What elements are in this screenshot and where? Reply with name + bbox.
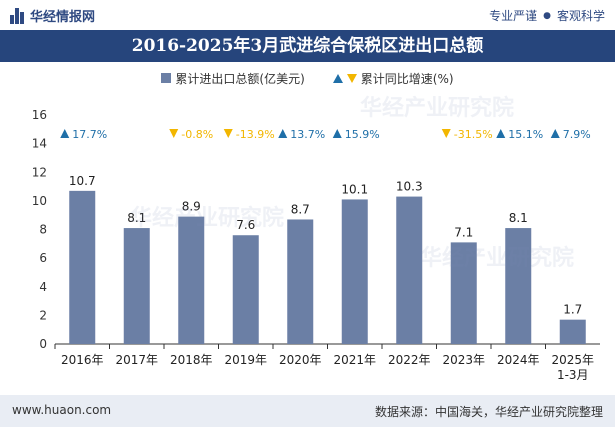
x-tick-label: 2019年 [224,353,267,367]
bar-value-label: 10.3 [396,180,423,194]
bar-value-label: 8.7 [291,202,310,216]
bar-value-label: 7.1 [454,225,473,239]
y-tick-label: 12 [32,165,47,179]
chart-title: 2016-2025年3月武进综合保税区进出口总额 [0,30,615,62]
y-tick-label: 4 [39,280,47,294]
triangle-up-icon [332,73,343,83]
growth-down-marker [223,129,233,138]
slogan-right: 客观科学 [556,9,605,23]
x-tick-label: 2016年 [61,353,104,367]
growth-value-label: -13.9% [236,128,275,141]
growth-value-label: -31.5% [454,128,493,141]
growth-up-marker [60,129,70,138]
growth-up-marker [496,129,506,138]
bar-value-label: 8.1 [509,211,528,225]
bar [341,199,368,344]
x-tick-label: 2023年 [442,353,485,367]
legend: 累计进出口总额(亿美元) 累计同比增速(%) [0,68,615,88]
y-tick-label: 14 [32,137,47,151]
legend-growth-label: 累计同比增速(%) [360,71,454,86]
y-tick-label: 8 [39,223,47,237]
brand: 华经情报网 [10,6,95,25]
growth-down-marker [169,129,179,138]
x-tick-label: 2020年 [279,353,322,367]
bar-chart: 0 2 4 6 8 10 12 14 16 10.7 2016年 17.7% 8.1 2017年 8.9 20… [32,108,600,382]
brand-logo-icon [10,7,24,24]
bar [559,319,586,344]
slogan-dot: ● [543,10,551,21]
bar [450,242,477,344]
y-tick-label: 2 [39,308,47,322]
x-tick-label: 1-3月 [557,368,589,382]
y-tick-label: 0 [39,337,47,351]
growth-value-label: 15.9% [345,128,380,141]
x-tick-label: 2022年 [388,353,431,367]
top-bar: 华经情报网 专业严谨 ● 客观科学 [0,0,615,30]
growth-value-label: 15.1% [508,128,543,141]
footer-source: 数据来源：中国海关，华经产业研究院整理 [374,405,603,419]
bar [69,190,96,344]
growth-value-label: -0.8% [181,128,213,141]
growth-up-marker [332,129,342,138]
bar [287,219,314,344]
brand-name: 华经情报网 [30,10,96,25]
slogan-left: 专业严谨 [489,9,538,23]
bar [178,216,205,344]
footer: www.huaon.com 数据来源：中国海关，华经产业研究院整理 [0,395,615,427]
legend-item-growth: 累计同比增速(%) [332,70,454,87]
x-tick-label: 2025年 [551,353,594,367]
growth-value-label: 7.9% [563,128,591,141]
triangle-down-icon [346,73,357,83]
bar-value-label: 8.1 [127,211,146,225]
x-tick-label: 2017年 [115,353,158,367]
legend-bar-swatch-icon [161,73,172,83]
bar-value-label: 7.6 [236,218,255,232]
x-tick-label: 2021年 [333,353,376,367]
legend-item-bar: 累计进出口总额(亿美元) [161,70,305,87]
bar [232,235,259,344]
y-tick-label: 6 [39,251,47,265]
growth-up-marker [550,129,560,138]
bar-value-label: 1.7 [563,303,582,317]
x-tick-label: 2024年 [497,353,540,367]
legend-bar-label: 累计进出口总额(亿美元) [175,71,305,86]
x-tick-label: 2018年 [170,353,213,367]
growth-value-label: 13.7% [290,128,325,141]
bar [396,196,423,344]
y-tick-label: 10 [32,194,47,208]
bar [123,228,150,344]
slogan: 专业严谨 ● 客观科学 [489,7,605,24]
bar-value-label: 8.9 [182,200,201,214]
bar-value-label: 10.7 [69,174,96,188]
footer-url: www.huaon.com [12,403,112,417]
bar [505,228,532,344]
growth-value-label: 17.7% [72,128,107,141]
y-tick-label: 16 [32,108,47,122]
growth-down-marker [441,129,451,138]
bar-value-label: 10.1 [341,182,368,196]
growth-up-marker [278,129,288,138]
